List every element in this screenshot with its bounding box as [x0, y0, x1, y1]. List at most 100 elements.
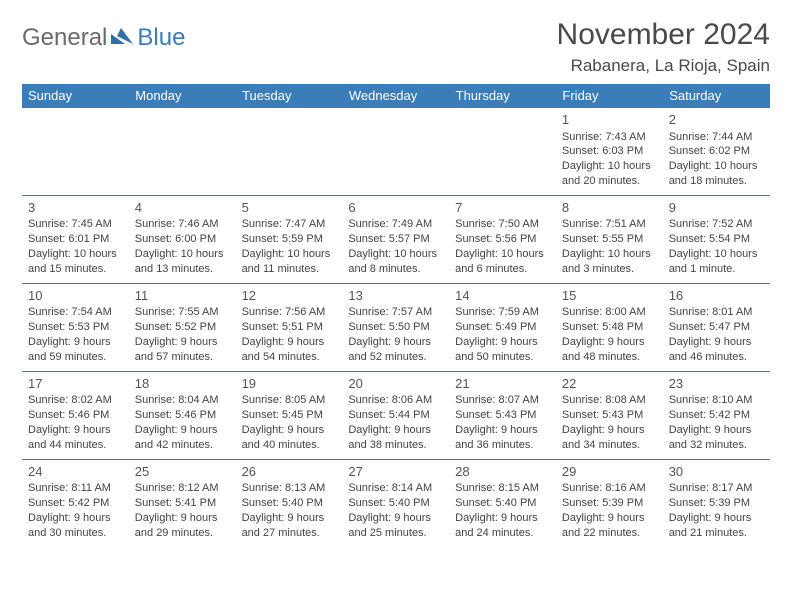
sunset-text: Sunset: 5:40 PM [348, 496, 443, 511]
sunset-text: Sunset: 5:44 PM [348, 408, 443, 423]
daylight-text: and 46 minutes. [669, 350, 764, 365]
sunset-text: Sunset: 5:47 PM [669, 320, 764, 335]
day-number: 3 [28, 199, 123, 217]
calendar-day-cell: 6Sunrise: 7:49 AMSunset: 5:57 PMDaylight… [342, 195, 449, 283]
sunrise-text: Sunrise: 7:55 AM [135, 305, 230, 320]
calendar-day-cell: 1Sunrise: 7:43 AMSunset: 6:03 PMDaylight… [556, 108, 663, 196]
day-number: 11 [135, 287, 230, 305]
day-number: 24 [28, 463, 123, 481]
daylight-text: and 38 minutes. [348, 438, 443, 453]
day-number: 8 [562, 199, 657, 217]
day-number: 4 [135, 199, 230, 217]
calendar-day-cell: 15Sunrise: 8:00 AMSunset: 5:48 PMDayligh… [556, 283, 663, 371]
weekday-header: Sunday [22, 84, 129, 108]
calendar-day-cell: 22Sunrise: 8:08 AMSunset: 5:43 PMDayligh… [556, 371, 663, 459]
calendar-day-cell: 10Sunrise: 7:54 AMSunset: 5:53 PMDayligh… [22, 283, 129, 371]
logo: General Blue [22, 24, 185, 52]
day-number: 20 [348, 375, 443, 393]
title-block: November 2024 Rabanera, La Rioja, Spain [557, 18, 770, 76]
calendar-body: 1Sunrise: 7:43 AMSunset: 6:03 PMDaylight… [22, 108, 770, 547]
calendar-day-cell: 27Sunrise: 8:14 AMSunset: 5:40 PMDayligh… [342, 459, 449, 546]
sunset-text: Sunset: 5:55 PM [562, 232, 657, 247]
calendar-day-cell: 13Sunrise: 7:57 AMSunset: 5:50 PMDayligh… [342, 283, 449, 371]
daylight-text: and 13 minutes. [135, 262, 230, 277]
calendar-week-row: 17Sunrise: 8:02 AMSunset: 5:46 PMDayligh… [22, 371, 770, 459]
sunrise-text: Sunrise: 8:00 AM [562, 305, 657, 320]
daylight-text: Daylight: 9 hours [455, 511, 550, 526]
sunrise-text: Sunrise: 7:47 AM [242, 217, 337, 232]
daylight-text: and 3 minutes. [562, 262, 657, 277]
sunrise-text: Sunrise: 7:57 AM [348, 305, 443, 320]
calendar-week-row: 10Sunrise: 7:54 AMSunset: 5:53 PMDayligh… [22, 283, 770, 371]
day-number: 9 [669, 199, 764, 217]
daylight-text: and 36 minutes. [455, 438, 550, 453]
day-number: 10 [28, 287, 123, 305]
daylight-text: Daylight: 9 hours [669, 423, 764, 438]
sunset-text: Sunset: 5:50 PM [348, 320, 443, 335]
daylight-text: and 34 minutes. [562, 438, 657, 453]
day-number: 14 [455, 287, 550, 305]
daylight-text: Daylight: 9 hours [348, 511, 443, 526]
calendar-day-cell: 25Sunrise: 8:12 AMSunset: 5:41 PMDayligh… [129, 459, 236, 546]
day-number: 18 [135, 375, 230, 393]
daylight-text: Daylight: 9 hours [28, 511, 123, 526]
daylight-text: Daylight: 9 hours [348, 423, 443, 438]
calendar-day-cell: 26Sunrise: 8:13 AMSunset: 5:40 PMDayligh… [236, 459, 343, 546]
daylight-text: and 18 minutes. [669, 174, 764, 189]
day-number: 17 [28, 375, 123, 393]
day-number: 6 [348, 199, 443, 217]
daylight-text: and 42 minutes. [135, 438, 230, 453]
daylight-text: and 48 minutes. [562, 350, 657, 365]
sunrise-text: Sunrise: 8:02 AM [28, 393, 123, 408]
daylight-text: and 30 minutes. [28, 526, 123, 541]
daylight-text: Daylight: 9 hours [135, 423, 230, 438]
logo-text-general: General [22, 24, 107, 52]
daylight-text: and 6 minutes. [455, 262, 550, 277]
sunrise-text: Sunrise: 8:10 AM [669, 393, 764, 408]
day-number: 13 [348, 287, 443, 305]
sunrise-text: Sunrise: 7:50 AM [455, 217, 550, 232]
daylight-text: and 15 minutes. [28, 262, 123, 277]
sunrise-text: Sunrise: 7:52 AM [669, 217, 764, 232]
sunset-text: Sunset: 5:46 PM [28, 408, 123, 423]
sunrise-text: Sunrise: 8:06 AM [348, 393, 443, 408]
day-number: 7 [455, 199, 550, 217]
daylight-text: Daylight: 10 hours [348, 247, 443, 262]
header: General Blue November 2024 Rabanera, La … [22, 18, 770, 76]
sunrise-text: Sunrise: 7:49 AM [348, 217, 443, 232]
daylight-text: Daylight: 9 hours [669, 511, 764, 526]
day-number: 28 [455, 463, 550, 481]
day-number: 23 [669, 375, 764, 393]
day-number: 2 [669, 111, 764, 129]
daylight-text: Daylight: 10 hours [669, 159, 764, 174]
daylight-text: Daylight: 9 hours [242, 423, 337, 438]
day-number: 19 [242, 375, 337, 393]
sunset-text: Sunset: 6:02 PM [669, 144, 764, 159]
sunrise-text: Sunrise: 7:45 AM [28, 217, 123, 232]
daylight-text: and 27 minutes. [242, 526, 337, 541]
calendar-day-cell [22, 108, 129, 196]
day-number: 30 [669, 463, 764, 481]
sunrise-text: Sunrise: 8:16 AM [562, 481, 657, 496]
daylight-text: and 50 minutes. [455, 350, 550, 365]
daylight-text: Daylight: 10 hours [242, 247, 337, 262]
sunset-text: Sunset: 5:59 PM [242, 232, 337, 247]
day-number: 21 [455, 375, 550, 393]
sunrise-text: Sunrise: 8:07 AM [455, 393, 550, 408]
calendar-day-cell: 23Sunrise: 8:10 AMSunset: 5:42 PMDayligh… [663, 371, 770, 459]
sunrise-text: Sunrise: 7:56 AM [242, 305, 337, 320]
calendar-day-cell: 8Sunrise: 7:51 AMSunset: 5:55 PMDaylight… [556, 195, 663, 283]
daylight-text: Daylight: 9 hours [135, 335, 230, 350]
daylight-text: Daylight: 10 hours [28, 247, 123, 262]
daylight-text: and 8 minutes. [348, 262, 443, 277]
daylight-text: and 40 minutes. [242, 438, 337, 453]
day-number: 12 [242, 287, 337, 305]
daylight-text: and 32 minutes. [669, 438, 764, 453]
sunset-text: Sunset: 5:42 PM [669, 408, 764, 423]
sunrise-text: Sunrise: 8:05 AM [242, 393, 337, 408]
sunset-text: Sunset: 5:48 PM [562, 320, 657, 335]
calendar-day-cell [449, 108, 556, 196]
daylight-text: Daylight: 10 hours [562, 247, 657, 262]
sunset-text: Sunset: 5:46 PM [135, 408, 230, 423]
calendar-day-cell: 24Sunrise: 8:11 AMSunset: 5:42 PMDayligh… [22, 459, 129, 546]
